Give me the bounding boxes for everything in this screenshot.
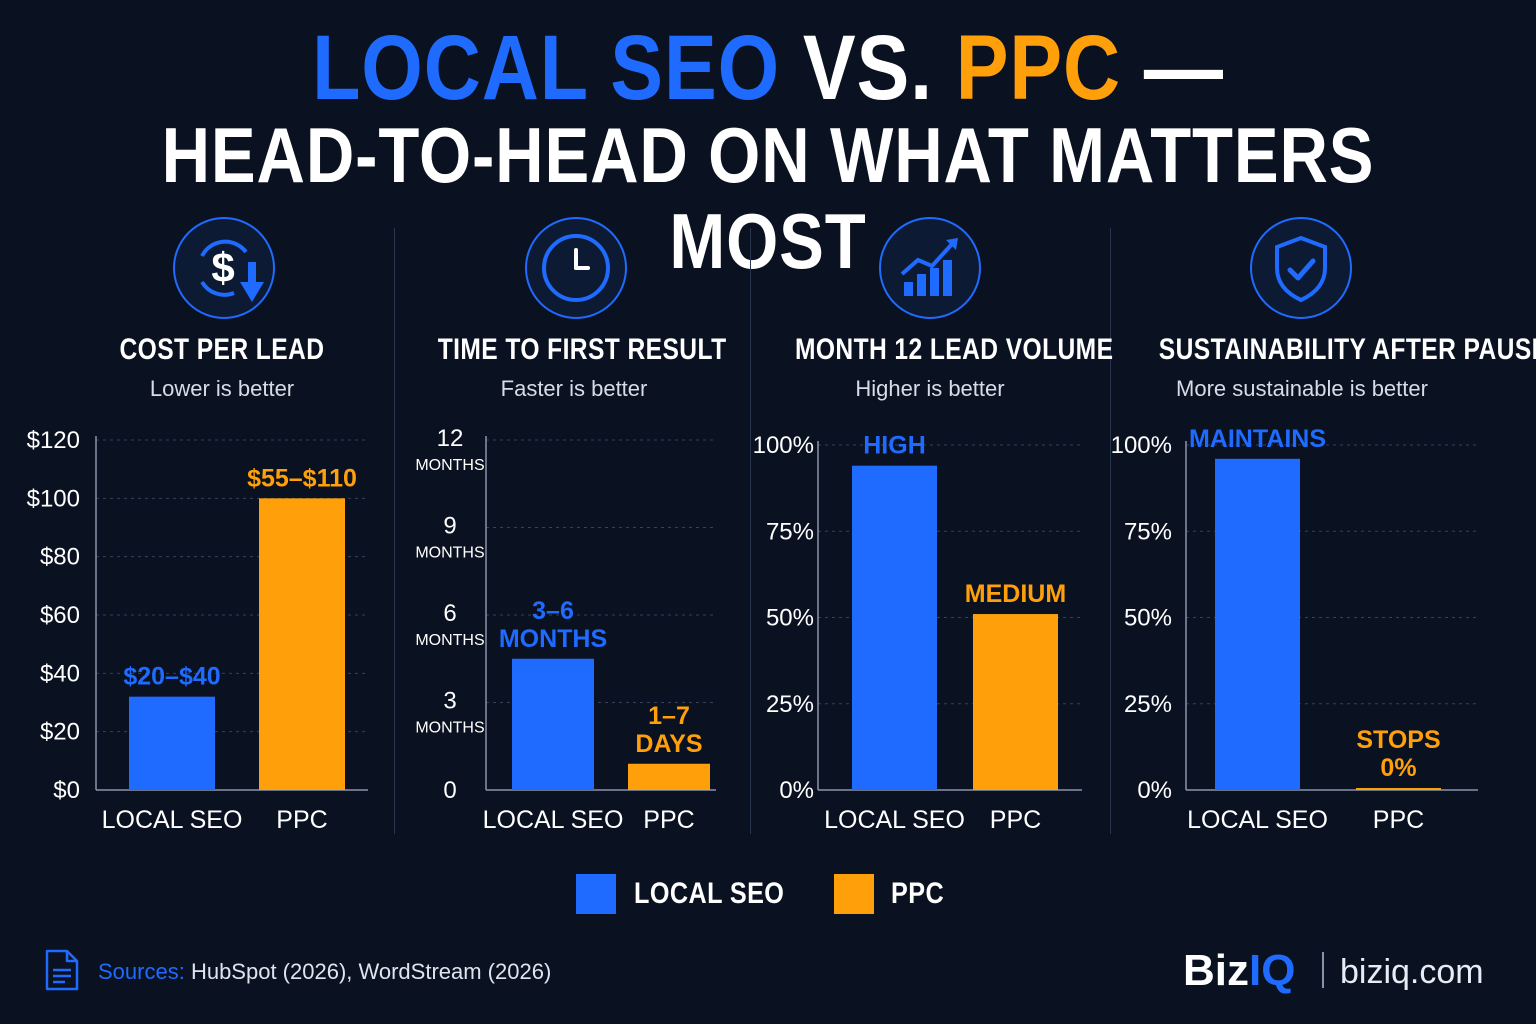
title-vs: VS.	[802, 17, 933, 119]
legend-label-ppc: PPC	[891, 877, 945, 910]
y-tick-label: 75%	[1124, 518, 1172, 545]
data-label: 1–7	[648, 702, 690, 730]
y-tick-label: 12	[437, 425, 464, 452]
x-category-label: LOCAL SEO	[824, 806, 965, 834]
chart-time-to-first-result: 03MONTHS6MONTHS9MONTHS12MONTHS3–6MONTHSL…	[415, 425, 716, 834]
y-tick-label: 50%	[1124, 605, 1172, 632]
panel-title-sustainability: SUSTAINABILITY AFTER PAUSE	[1158, 333, 1536, 366]
x-category-label: LOCAL SEO	[1187, 806, 1328, 834]
title-ppc: PPC	[955, 17, 1122, 119]
x-category-label: LOCAL SEO	[483, 806, 624, 834]
x-category-label: PPC	[643, 806, 694, 834]
data-label: 0%	[1380, 754, 1416, 782]
biziq-logo: BizIQ	[1183, 946, 1296, 995]
y-tick-label: 100%	[1111, 432, 1172, 459]
bar-local-seo	[1215, 458, 1300, 790]
bar-ppc	[1356, 788, 1441, 790]
y-tick-label: 25%	[1124, 691, 1172, 718]
brand-url[interactable]: biziq.com	[1340, 953, 1484, 991]
panel-title-time-to-first-result: TIME TO FIRST RESULT	[437, 333, 727, 366]
bar-local-seo	[129, 696, 215, 790]
data-label: STOPS	[1356, 726, 1440, 754]
bar-ppc	[973, 614, 1058, 790]
y-tick-label: 6	[443, 600, 456, 627]
svg-text:$: $	[211, 244, 234, 291]
panel-subtitle: More sustainable is better	[1176, 376, 1428, 401]
y-tick-label: 75%	[766, 518, 814, 545]
y-tick-label: 0%	[779, 777, 814, 804]
panel-title-month-12-lead-volume: MONTH 12 LEAD VOLUME	[794, 333, 1114, 366]
y-tick-label: 25%	[766, 691, 814, 718]
bar-ppc	[628, 763, 710, 790]
column-divider	[750, 228, 751, 834]
legend-label-local-seo: LOCAL SEO	[634, 877, 785, 910]
panel-subtitle: Higher is better	[855, 376, 1005, 401]
y-tick-unit: MONTHS	[415, 632, 484, 649]
y-tick-label: $60	[40, 602, 80, 629]
brand-separator	[1322, 952, 1324, 988]
panel-title-cost-per-lead: COST PER LEAD	[119, 333, 325, 366]
x-category-label: PPC	[1373, 806, 1424, 834]
panel-subtitle: Faster is better	[500, 376, 648, 401]
legend-swatch-ppc	[834, 874, 874, 914]
column-divider	[1110, 228, 1111, 834]
x-category-label: PPC	[990, 806, 1041, 834]
legend-swatch-local-seo	[576, 874, 616, 914]
y-tick-unit: MONTHS	[415, 545, 484, 562]
y-tick-unit: MONTHS	[415, 457, 484, 474]
x-category-label: LOCAL SEO	[102, 806, 243, 834]
title-local-seo: LOCAL SEO	[312, 17, 780, 119]
y-tick-label: 0	[443, 777, 456, 804]
data-label: MAINTAINS	[1189, 425, 1326, 453]
data-label: $20–$40	[123, 663, 220, 691]
y-tick-label: 9	[443, 513, 456, 540]
y-tick-label: $0	[53, 777, 80, 804]
chart-cost-per-lead: $0 $20 $40 $60 $80 $100 $120 $20–$40 LOCAL SEO $5…	[27, 427, 368, 834]
y-tick-label: $40	[40, 660, 80, 687]
panel-subtitle: Lower is better	[149, 376, 295, 401]
sources-text: HubSpot (2026), WordStream (2026)	[190, 959, 552, 984]
title-line-2: HEAD-TO-HEAD ON WHAT MATTERS MOST	[161, 111, 1375, 285]
sources-label: Sources:	[98, 959, 185, 984]
y-tick-label: $100	[27, 485, 80, 512]
clock-icon	[524, 216, 628, 320]
data-label: 3–6	[532, 597, 574, 625]
data-label: HIGH	[863, 432, 926, 460]
growth-chart-icon	[878, 216, 982, 320]
bar-local-seo	[512, 658, 594, 790]
sources-line: Sources: HubSpot (2026), WordStream (202…	[98, 957, 551, 987]
y-tick-label: $120	[27, 427, 80, 454]
data-label: DAYS	[635, 730, 702, 758]
title-dash: —	[1143, 17, 1224, 119]
dollar-down-icon: $	[172, 216, 276, 320]
y-tick-label: $80	[40, 544, 80, 571]
column-divider	[394, 228, 395, 834]
data-label: MEDIUM	[965, 580, 1066, 608]
chart-month-12-lead-volume: 0% 25% 50% 75% 100% HIGH LOCAL SEO MEDIUM PPC	[753, 432, 1082, 834]
bar-ppc	[259, 498, 345, 790]
legend: LOCAL SEO PPC	[0, 872, 1536, 916]
bar-local-seo	[852, 465, 937, 790]
shield-check-icon	[1249, 216, 1353, 320]
y-tick-unit: MONTHS	[415, 720, 484, 737]
y-tick-label: $20	[40, 719, 80, 746]
document-icon	[44, 948, 80, 992]
title-line-1: LOCAL SEO VS. PPC —	[108, 18, 1429, 118]
y-tick-label: 0%	[1137, 777, 1172, 804]
y-tick-label: 100%	[753, 432, 814, 459]
x-category-label: PPC	[276, 806, 327, 834]
data-label: MONTHS	[499, 625, 607, 653]
data-label: $55–$110	[247, 464, 357, 492]
y-tick-label: 50%	[766, 605, 814, 632]
y-tick-label: 3	[443, 688, 456, 715]
